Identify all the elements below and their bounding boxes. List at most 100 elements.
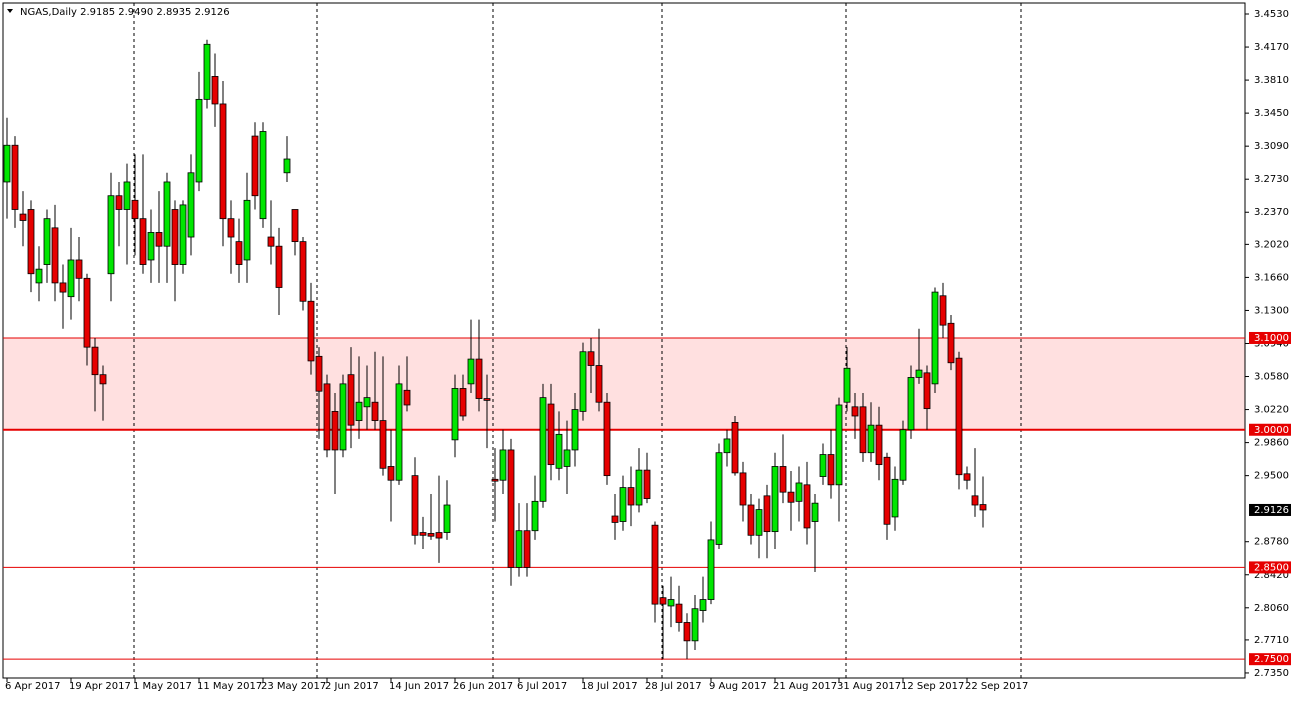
candle-body: [475, 358, 483, 399]
candle-body: [195, 98, 203, 183]
candle-body: [963, 473, 971, 481]
x-tick-label: 14 Jun 2017: [389, 681, 449, 692]
candle-body: [443, 504, 451, 533]
candle-body: [515, 530, 523, 568]
level-label: 3.1000: [1254, 333, 1289, 344]
candle-body: [123, 181, 131, 210]
candle-body: [371, 401, 379, 421]
candle-body: [931, 291, 939, 385]
candle-body: [307, 300, 315, 362]
candle-body: [755, 509, 763, 536]
y-tick-label: 2.7710: [1254, 635, 1289, 646]
x-tick-label: 28 Jul 2017: [645, 681, 702, 692]
candle-body: [787, 491, 795, 503]
candle-body: [115, 195, 123, 210]
x-tick-label: 6 Jul 2017: [517, 681, 567, 692]
y-tick-label: 3.3810: [1254, 75, 1289, 86]
candle-body: [779, 466, 787, 493]
candle-body: [643, 469, 651, 499]
candle-body: [819, 454, 827, 477]
x-tick-label: 18 Jul 2017: [581, 681, 638, 692]
candle-body: [587, 351, 595, 366]
y-tick-label: 3.0220: [1254, 405, 1289, 416]
y-tick-label: 2.8060: [1254, 603, 1289, 614]
candle-body: [835, 404, 843, 486]
candle-body: [283, 158, 291, 174]
candle-body: [83, 277, 91, 348]
candle-body: [35, 268, 43, 284]
candle-body: [363, 397, 371, 408]
candle-body: [907, 377, 915, 431]
candle-body: [747, 504, 755, 536]
x-tick-label: 19 Apr 2017: [69, 681, 131, 692]
candle-body: [891, 478, 899, 518]
level-label-box: [1249, 423, 1291, 436]
candle-body: [355, 401, 363, 421]
candle-body: [691, 608, 699, 642]
candle-body: [595, 365, 603, 403]
candle-body: [291, 209, 299, 243]
candle-body: [923, 372, 931, 410]
candle-body: [915, 369, 923, 378]
chart-title: NGAS,Daily 2.9185 2.9490 2.8935 2.9126: [20, 7, 230, 18]
candle-body: [579, 351, 587, 412]
y-tick-label: 2.9860: [1254, 438, 1289, 449]
candle-body: [187, 172, 195, 238]
candle-body: [827, 454, 835, 486]
candle-body: [235, 241, 243, 265]
candle-body: [139, 218, 147, 265]
candle-body: [563, 449, 571, 467]
candle-body: [883, 456, 891, 525]
y-tick-label: 3.3090: [1254, 141, 1289, 152]
x-tick-label: 22 Sep 2017: [965, 681, 1028, 692]
candle-body: [155, 232, 163, 247]
candle-body: [651, 524, 659, 605]
plot-frame: [2, 2, 1246, 679]
title-arrow: [7, 9, 13, 13]
candle-body: [91, 346, 99, 376]
candle-body: [219, 103, 227, 220]
candle-body: [523, 530, 531, 568]
candle-body: [387, 466, 395, 481]
y-tick-label: 3.2020: [1254, 239, 1289, 250]
candle-body: [707, 539, 715, 600]
x-tick-label: 1 May 2017: [133, 681, 192, 692]
candle-body: [899, 429, 907, 481]
y-tick-label: 3.1660: [1254, 272, 1289, 283]
x-tick-label: 23 May 2017: [261, 681, 326, 692]
price-label-box: [1249, 503, 1291, 516]
candle-body: [99, 374, 107, 385]
candle-body: [659, 597, 667, 605]
y-tick-label: 3.1300: [1254, 305, 1289, 316]
candle-body: [331, 410, 339, 451]
candle-body: [491, 478, 499, 482]
candle-body: [147, 232, 155, 261]
period-separators: [133, 3, 1022, 678]
candle-body: [971, 495, 979, 506]
candle-body: [459, 388, 467, 417]
candle-body: [451, 388, 459, 441]
candle-body: [11, 144, 19, 210]
candle-body: [867, 424, 875, 454]
level-label: 3.0000: [1254, 425, 1289, 436]
candle-body: [131, 199, 139, 220]
candle-body: [403, 389, 411, 406]
y-tick-label: 3.4170: [1254, 42, 1289, 53]
candle-body: [315, 355, 323, 392]
candle-body: [179, 204, 187, 265]
candle-body: [507, 449, 515, 568]
candle-body: [339, 383, 347, 451]
candle-body: [683, 622, 691, 642]
candle-body: [275, 245, 283, 288]
candle-body: [851, 406, 859, 417]
candle-body: [859, 406, 867, 454]
y-tick-label: 3.3450: [1254, 108, 1289, 119]
candle-body: [395, 383, 403, 481]
candle-body: [795, 482, 803, 502]
candle-body: [763, 495, 771, 533]
candle-body: [75, 259, 83, 279]
candle-body: [27, 209, 35, 275]
candle-body: [635, 469, 643, 506]
candle-body: [59, 282, 67, 293]
